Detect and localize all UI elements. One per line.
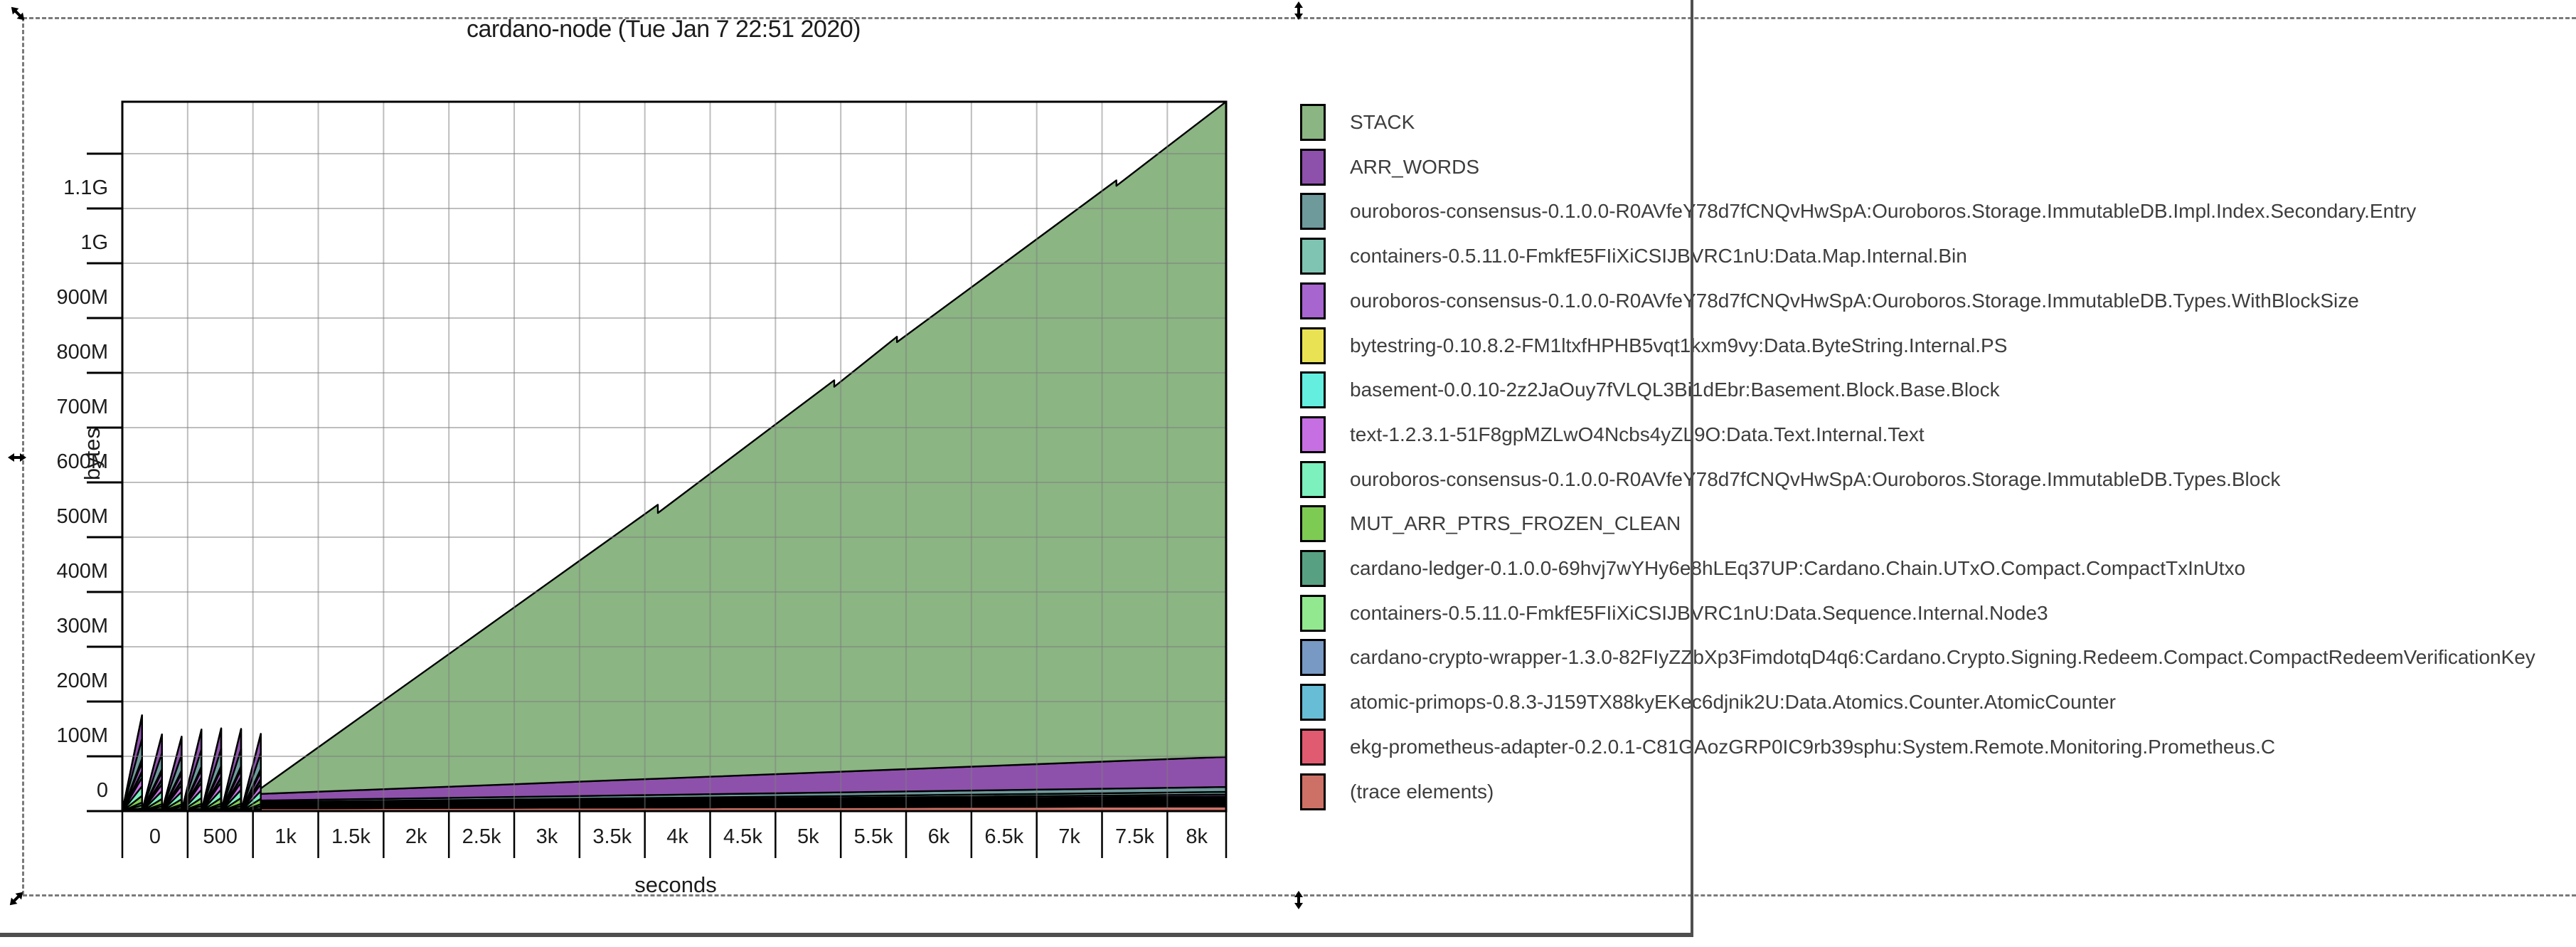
legend-item: (trace elements) — [1300, 773, 1494, 810]
resize-handle-horizontal-icon[interactable] — [8, 448, 26, 467]
legend-label: cardano-crypto-wrapper-1.3.0-82FIyZZbXp3… — [1350, 646, 2535, 668]
legend-label: ARR_WORDS — [1350, 156, 1480, 178]
legend-swatch — [1300, 149, 1326, 186]
legend-item: atomic-primops-0.8.3-J159TX88kyEKec6djni… — [1300, 684, 2116, 721]
legend-item: containers-0.5.11.0-FmkfE5FIiXiCSIJBVRC1… — [1300, 238, 1967, 275]
x-tick-label: 5k — [797, 825, 819, 848]
x-tick-label: 4.5k — [723, 825, 762, 848]
y-tick-label: 1.1G — [63, 176, 108, 199]
y-tick-label: 500M — [56, 505, 108, 528]
legend-item: ouroboros-consensus-0.1.0.0-R0AVfeY78d7f… — [1300, 282, 2359, 319]
legend-label: STACK — [1350, 111, 1415, 133]
legend-label: basement-0.0.10-2z2JaOuy7fVLQL3Bi1dEbr:B… — [1350, 379, 2000, 401]
legend-item: bytestring-0.10.8.2-FM1ltxfHPHB5vqt1kxm9… — [1300, 327, 2008, 364]
legend-label: bytestring-0.10.8.2-FM1ltxfHPHB5vqt1kxm9… — [1350, 334, 2008, 356]
legend-swatch — [1300, 371, 1326, 408]
legend-swatch — [1300, 104, 1326, 141]
legend-label: ouroboros-consensus-0.1.0.0-R0AVfeY78d7f… — [1350, 290, 2359, 312]
y-tick-label: 800M — [56, 341, 108, 364]
resize-handle-vertical-icon[interactable] — [1289, 1, 1308, 20]
legend-item: ekg-prometheus-adapter-0.2.0.1-C81GAozGR… — [1300, 729, 2276, 766]
legend-swatch — [1300, 505, 1326, 542]
x-tick-label: 3k — [536, 825, 558, 848]
legend-swatch — [1300, 461, 1326, 498]
legend-label: (trace elements) — [1350, 781, 1494, 803]
legend-label: ekg-prometheus-adapter-0.2.0.1-C81GAozGR… — [1350, 736, 2276, 758]
legend-swatch — [1300, 416, 1326, 453]
legend-swatch — [1300, 773, 1326, 810]
legend-swatch — [1300, 639, 1326, 676]
resize-handle-nesw-icon[interactable] — [4, 886, 30, 912]
legend-item: ARR_WORDS — [1300, 149, 1480, 186]
y-tick-label: 600M — [56, 450, 108, 473]
legend-item: ouroboros-consensus-0.1.0.0-R0AVfeY78d7f… — [1300, 461, 2281, 498]
legend-item: MUT_ARR_PTRS_FROZEN_CLEAN — [1300, 505, 1681, 542]
y-tick-label: 1G — [80, 231, 108, 254]
legend-swatch — [1300, 595, 1326, 632]
x-tick-label: 2.5k — [462, 825, 501, 848]
x-tick-label: 500 — [203, 825, 238, 848]
x-axis-title: seconds — [634, 872, 717, 897]
legend-swatch — [1300, 684, 1326, 721]
legend-label: ouroboros-consensus-0.1.0.0-R0AVfeY78d7f… — [1350, 200, 2417, 222]
x-tick-label: 5.5k — [854, 825, 893, 848]
x-tick-label: 7k — [1058, 825, 1080, 848]
x-tick-label: 1k — [275, 825, 297, 848]
legend-item: STACK — [1300, 104, 1415, 141]
x-tick-label: 6k — [928, 825, 950, 848]
legend-swatch — [1300, 550, 1326, 587]
legend-item: ouroboros-consensus-0.1.0.0-R0AVfeY78d7f… — [1300, 193, 2417, 230]
legend-swatch — [1300, 193, 1326, 230]
x-tick-label: 8k — [1186, 825, 1208, 848]
x-tick-label: 6.5k — [984, 825, 1023, 848]
resize-handle-nwse-icon[interactable] — [5, 1, 31, 27]
y-tick-label: 100M — [56, 724, 108, 747]
legend-label: containers-0.5.11.0-FmkfE5FIiXiCSIJBVRC1… — [1350, 245, 1967, 267]
chart-title: cardano-node (Tue Jan 7 22:51 2020) — [467, 16, 861, 43]
x-tick-label: 3.5k — [592, 825, 632, 848]
y-tick-label: 200M — [56, 670, 108, 692]
window-right-border — [1691, 0, 1693, 937]
legend-label: cardano-ledger-0.1.0.0-69hvj7wYHy6e8hLEq… — [1350, 557, 2246, 579]
legend-swatch — [1300, 238, 1326, 275]
x-tick-label: 0 — [149, 825, 161, 848]
x-tick-label: 7.5k — [1115, 825, 1154, 848]
legend-label: MUT_ARR_PTRS_FROZEN_CLEAN — [1350, 512, 1681, 534]
legend-label: ouroboros-consensus-0.1.0.0-R0AVfeY78d7f… — [1350, 468, 2281, 490]
legend-item: containers-0.5.11.0-FmkfE5FIiXiCSIJBVRC1… — [1300, 595, 2048, 632]
legend-item: cardano-ledger-0.1.0.0-69hvj7wYHy6e8hLEq… — [1300, 550, 2246, 587]
legend-label: text-1.2.3.1-51F8gpMZLwO4Ncbs4yZL9O:Data… — [1350, 423, 1925, 445]
y-tick-label: 300M — [56, 615, 108, 637]
y-tick-label: 400M — [56, 560, 108, 583]
y-tick-label: 700M — [56, 396, 108, 418]
legend-swatch — [1300, 327, 1326, 364]
legend-label: containers-0.5.11.0-FmkfE5FIiXiCSIJBVRC1… — [1350, 602, 2048, 624]
legend-swatch — [1300, 729, 1326, 766]
legend-swatch — [1300, 282, 1326, 319]
legend-item: basement-0.0.10-2z2JaOuy7fVLQL3Bi1dEbr:B… — [1300, 371, 2000, 408]
legend-item: text-1.2.3.1-51F8gpMZLwO4Ncbs4yZL9O:Data… — [1300, 416, 1925, 453]
y-tick-label: 0 — [97, 779, 108, 802]
legend-label: atomic-primops-0.8.3-J159TX88kyEKec6djni… — [1350, 691, 2116, 713]
y-tick-label: 900M — [56, 286, 108, 309]
x-tick-label: 1.5k — [331, 825, 371, 848]
x-tick-label: 2k — [405, 825, 427, 848]
resize-handle-vertical-bottom-icon[interactable] — [1289, 891, 1308, 909]
y-axis-title: bytes — [80, 427, 105, 481]
x-tick-label: 4k — [666, 825, 688, 848]
legend-item: cardano-crypto-wrapper-1.3.0-82FIyZZbXp3… — [1300, 639, 2535, 676]
window-bottom-border — [0, 933, 1693, 937]
